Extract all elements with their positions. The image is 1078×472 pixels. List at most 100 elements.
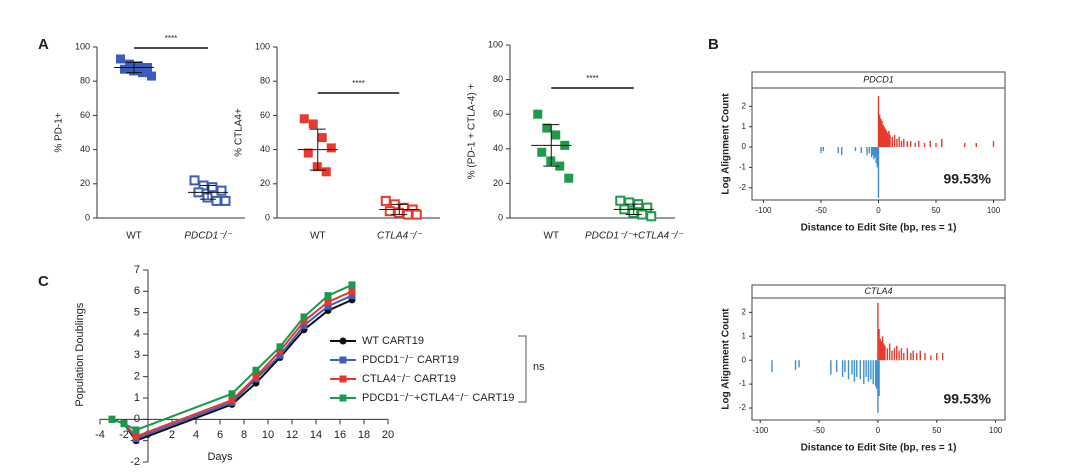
bar bbox=[883, 343, 885, 361]
y-tick-label: 0 bbox=[742, 142, 747, 151]
bar bbox=[879, 338, 881, 361]
bar bbox=[893, 348, 896, 361]
bar bbox=[906, 140, 908, 148]
y-tick-label: 80 bbox=[260, 76, 270, 86]
x-tick-label: 0 bbox=[876, 206, 881, 215]
y-axis-label: Log Alignment Count bbox=[721, 93, 732, 195]
bar bbox=[878, 329, 880, 361]
y-tick-label: -1 bbox=[739, 379, 747, 388]
bar bbox=[868, 147, 870, 154]
bar bbox=[929, 140, 931, 148]
x-tick-label: 0 bbox=[876, 426, 881, 435]
marker bbox=[646, 211, 657, 222]
x-tick-label: 100 bbox=[987, 206, 1001, 215]
marker bbox=[252, 366, 260, 374]
bar bbox=[891, 136, 893, 148]
y-tick-label: 2 bbox=[134, 371, 140, 383]
y-axis-label: Population Doublings bbox=[74, 302, 86, 406]
bar bbox=[924, 353, 926, 361]
bar bbox=[870, 147, 873, 158]
x-tick-label: CTLA4⁻/⁻ bbox=[377, 231, 422, 242]
x-tick-label: 12 bbox=[286, 429, 298, 441]
bar bbox=[820, 147, 822, 154]
title-strip bbox=[751, 71, 1006, 89]
significance: **** bbox=[586, 74, 598, 83]
y-tick-label: 100 bbox=[488, 39, 503, 49]
bar bbox=[822, 147, 824, 152]
x-tick-label: WT bbox=[126, 231, 142, 242]
x-tick-label: -100 bbox=[755, 206, 772, 215]
bar bbox=[841, 147, 843, 156]
legend-bracket bbox=[518, 335, 527, 403]
panel-title: PDCD1 bbox=[863, 74, 894, 84]
x-tick-label: -50 bbox=[815, 206, 827, 215]
marker bbox=[339, 337, 347, 345]
bar bbox=[872, 360, 874, 385]
marker bbox=[551, 130, 561, 140]
bar bbox=[771, 360, 773, 373]
bar bbox=[888, 343, 891, 361]
marker bbox=[120, 64, 129, 74]
y-tick-label: 5 bbox=[134, 307, 140, 319]
bar bbox=[872, 147, 874, 156]
marker bbox=[324, 298, 332, 306]
y-tick-label: 0 bbox=[134, 413, 140, 425]
bar bbox=[898, 350, 900, 361]
x-tick-label: -4 bbox=[95, 429, 105, 441]
marker bbox=[533, 109, 543, 119]
bar bbox=[914, 142, 916, 148]
marker bbox=[220, 195, 231, 206]
y-tick-label: 20 bbox=[80, 178, 90, 188]
marker bbox=[326, 143, 336, 153]
y-tick-label: 0 bbox=[85, 212, 90, 222]
bar bbox=[882, 124, 884, 148]
panel-label: C bbox=[38, 273, 49, 290]
y-tick-label: 1 bbox=[742, 331, 747, 340]
x-tick-label: PDCD1⁻/⁻+CTLA4⁻/⁻ bbox=[585, 231, 683, 242]
y-tick-label: 3 bbox=[134, 349, 140, 361]
x-tick-label: 10 bbox=[262, 429, 274, 441]
annotation: 99.53% bbox=[944, 391, 992, 407]
y-tick-label: -2 bbox=[130, 456, 140, 468]
panel-label: A bbox=[38, 36, 49, 53]
marker bbox=[132, 432, 140, 440]
bar bbox=[870, 360, 872, 380]
bar bbox=[941, 138, 943, 148]
bar bbox=[876, 360, 878, 389]
bar bbox=[841, 360, 844, 377]
marker bbox=[615, 195, 626, 206]
bar bbox=[919, 350, 921, 361]
bar bbox=[876, 147, 879, 168]
x-tick-label: 6 bbox=[217, 429, 223, 441]
bar bbox=[877, 302, 879, 361]
marker bbox=[228, 390, 236, 398]
bar bbox=[880, 341, 883, 361]
panel-label: B bbox=[708, 36, 719, 53]
bar bbox=[830, 360, 832, 375]
bar bbox=[881, 336, 884, 361]
marker bbox=[147, 71, 156, 81]
bar bbox=[893, 134, 896, 148]
bar bbox=[896, 138, 898, 148]
bar bbox=[923, 142, 926, 148]
x-tick-label: 18 bbox=[358, 429, 370, 441]
y-axis-label: Log Alignment Count bbox=[721, 308, 732, 410]
marker bbox=[132, 426, 140, 434]
bar bbox=[903, 138, 905, 148]
y-axis-label: % PD-1+ bbox=[54, 112, 65, 152]
marker bbox=[321, 167, 331, 177]
bar bbox=[844, 360, 846, 373]
marker bbox=[300, 313, 308, 321]
marker bbox=[411, 209, 422, 220]
annotation: 99.53% bbox=[944, 171, 992, 187]
bar bbox=[836, 360, 838, 373]
x-tick-label: WT bbox=[310, 231, 326, 242]
y-tick-label: 60 bbox=[493, 109, 503, 119]
marker bbox=[339, 356, 347, 364]
x-tick-label: 20 bbox=[382, 429, 394, 441]
bar bbox=[900, 140, 903, 148]
bar bbox=[877, 147, 880, 198]
bar bbox=[889, 134, 891, 148]
title-strip bbox=[751, 284, 1006, 299]
